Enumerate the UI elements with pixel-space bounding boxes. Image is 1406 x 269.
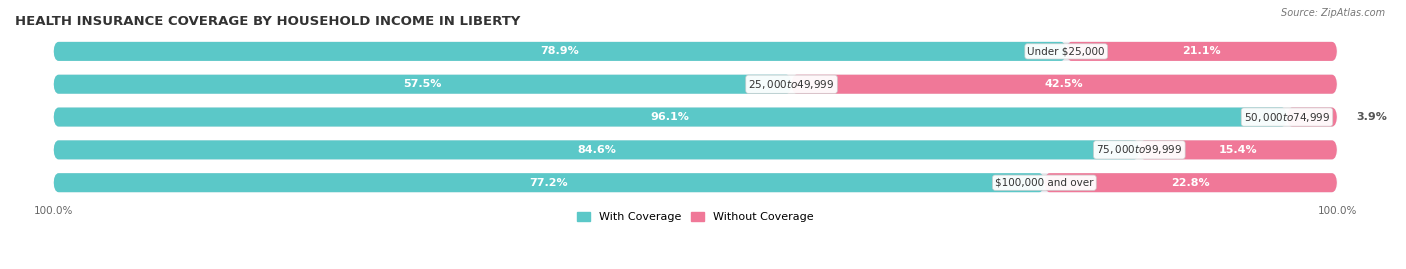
Text: $100,000 and over: $100,000 and over [995, 178, 1094, 188]
Text: 42.5%: 42.5% [1045, 79, 1084, 89]
FancyBboxPatch shape [1066, 42, 1337, 61]
FancyBboxPatch shape [53, 75, 1337, 94]
FancyBboxPatch shape [1286, 108, 1337, 126]
FancyBboxPatch shape [53, 75, 792, 94]
Text: 3.9%: 3.9% [1357, 112, 1388, 122]
Text: $25,000 to $49,999: $25,000 to $49,999 [748, 78, 835, 91]
FancyBboxPatch shape [53, 42, 1066, 61]
Text: 21.1%: 21.1% [1182, 46, 1220, 56]
Text: $75,000 to $99,999: $75,000 to $99,999 [1097, 143, 1182, 156]
Text: 84.6%: 84.6% [576, 145, 616, 155]
FancyBboxPatch shape [1139, 140, 1337, 160]
FancyBboxPatch shape [53, 173, 1045, 192]
Text: 15.4%: 15.4% [1219, 145, 1257, 155]
FancyBboxPatch shape [53, 108, 1337, 126]
Text: 77.2%: 77.2% [530, 178, 568, 188]
FancyBboxPatch shape [792, 75, 1337, 94]
FancyBboxPatch shape [53, 108, 1286, 126]
Text: Source: ZipAtlas.com: Source: ZipAtlas.com [1281, 8, 1385, 18]
FancyBboxPatch shape [53, 173, 1337, 192]
FancyBboxPatch shape [53, 42, 1337, 61]
Legend: With Coverage, Without Coverage: With Coverage, Without Coverage [574, 208, 817, 225]
FancyBboxPatch shape [1045, 173, 1337, 192]
Text: 96.1%: 96.1% [651, 112, 690, 122]
Text: 22.8%: 22.8% [1171, 178, 1211, 188]
Text: HEALTH INSURANCE COVERAGE BY HOUSEHOLD INCOME IN LIBERTY: HEALTH INSURANCE COVERAGE BY HOUSEHOLD I… [15, 15, 520, 28]
FancyBboxPatch shape [53, 140, 1337, 160]
Text: $50,000 to $74,999: $50,000 to $74,999 [1244, 111, 1330, 123]
FancyBboxPatch shape [53, 140, 1139, 160]
Text: 57.5%: 57.5% [404, 79, 441, 89]
Text: 78.9%: 78.9% [540, 46, 579, 56]
Text: Under $25,000: Under $25,000 [1028, 46, 1105, 56]
